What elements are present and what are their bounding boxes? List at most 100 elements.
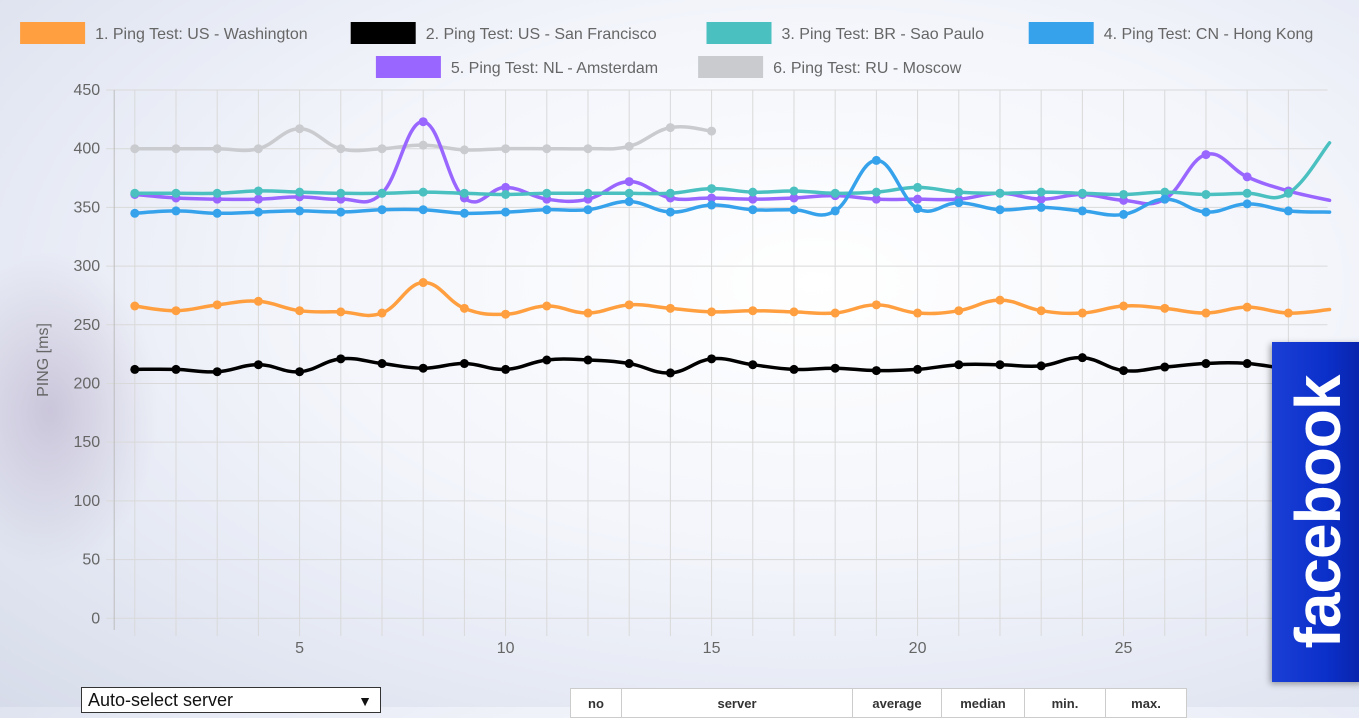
data-point[interactable] [995, 295, 1005, 305]
data-point[interactable] [130, 301, 140, 311]
data-point[interactable] [501, 189, 511, 199]
data-point[interactable] [501, 309, 511, 319]
data-point[interactable] [1036, 194, 1046, 204]
data-point[interactable] [995, 360, 1005, 370]
data-point[interactable] [748, 306, 758, 316]
legend-item-5[interactable]: 5. Ping Test: NL - Amsterdam [375, 56, 658, 78]
data-point[interactable] [871, 366, 881, 376]
data-point[interactable] [954, 360, 964, 370]
data-point[interactable] [1283, 188, 1293, 198]
legend-item-6[interactable]: 6. Ping Test: RU - Moscow [698, 56, 962, 78]
data-point[interactable] [665, 368, 675, 378]
data-point[interactable] [1077, 206, 1087, 216]
legend-item-1[interactable]: 1. Ping Test: US - Washington [20, 22, 308, 44]
data-point[interactable] [212, 144, 222, 154]
data-point[interactable] [459, 145, 469, 155]
data-point[interactable] [748, 360, 758, 370]
data-point[interactable] [624, 359, 634, 369]
data-point[interactable] [1119, 366, 1129, 376]
data-point[interactable] [130, 144, 140, 154]
data-point[interactable] [665, 188, 675, 198]
data-point[interactable] [1077, 353, 1087, 363]
data-point[interactable] [665, 123, 675, 133]
data-point[interactable] [418, 187, 428, 197]
data-point[interactable] [624, 197, 634, 207]
data-point[interactable] [1160, 362, 1170, 372]
legend-item-2[interactable]: 2. Ping Test: US - San Francisco [350, 22, 657, 44]
column-header-min[interactable]: min. [1024, 688, 1106, 718]
data-point[interactable] [583, 144, 593, 154]
data-point[interactable] [583, 188, 593, 198]
data-point[interactable] [871, 194, 881, 204]
data-point[interactable] [459, 188, 469, 198]
data-point[interactable] [665, 303, 675, 313]
data-point[interactable] [748, 194, 758, 204]
data-point[interactable] [377, 205, 387, 215]
data-point[interactable] [624, 188, 634, 198]
data-point[interactable] [789, 205, 799, 215]
data-point[interactable] [954, 198, 964, 208]
data-point[interactable] [1242, 172, 1252, 182]
data-point[interactable] [954, 187, 964, 197]
data-point[interactable] [336, 354, 346, 364]
data-point[interactable] [1201, 150, 1211, 160]
data-point[interactable] [1201, 207, 1211, 217]
data-point[interactable] [583, 355, 593, 365]
data-point[interactable] [501, 207, 511, 217]
legend-item-3[interactable]: 3. Ping Test: BR - Sao Paulo [706, 22, 985, 44]
data-point[interactable] [459, 208, 469, 218]
data-point[interactable] [871, 155, 881, 165]
data-point[interactable] [377, 188, 387, 198]
data-point[interactable] [1119, 209, 1129, 219]
data-point[interactable] [501, 182, 511, 192]
data-point[interactable] [1283, 206, 1293, 216]
data-point[interactable] [212, 367, 222, 377]
data-point[interactable] [1036, 187, 1046, 197]
column-header-max[interactable]: max. [1105, 688, 1187, 718]
data-point[interactable] [1119, 189, 1129, 199]
data-point[interactable] [418, 140, 428, 150]
data-point[interactable] [171, 364, 181, 374]
data-point[interactable] [830, 206, 840, 216]
data-point[interactable] [130, 188, 140, 198]
data-point[interactable] [707, 307, 717, 317]
data-point[interactable] [789, 193, 799, 203]
data-point[interactable] [377, 308, 387, 318]
data-point[interactable] [830, 188, 840, 198]
data-point[interactable] [171, 144, 181, 154]
column-header-median[interactable]: median [941, 688, 1025, 718]
data-point[interactable] [830, 363, 840, 373]
column-header-no[interactable]: no [570, 688, 622, 718]
data-point[interactable] [1201, 359, 1211, 369]
data-point[interactable] [1160, 303, 1170, 313]
data-point[interactable] [253, 194, 263, 204]
data-point[interactable] [295, 124, 305, 134]
data-point[interactable] [1201, 189, 1211, 199]
data-point[interactable] [1242, 359, 1252, 369]
data-point[interactable] [253, 207, 263, 217]
data-point[interactable] [665, 207, 675, 217]
data-point[interactable] [913, 204, 923, 214]
data-point[interactable] [624, 300, 634, 310]
data-point[interactable] [954, 306, 964, 316]
data-point[interactable] [707, 200, 717, 210]
data-point[interactable] [871, 300, 881, 310]
data-point[interactable] [295, 206, 305, 216]
data-point[interactable] [501, 144, 511, 154]
data-point[interactable] [624, 141, 634, 151]
data-point[interactable] [1283, 308, 1293, 318]
legend-item-4[interactable]: 4. Ping Test: CN - Hong Kong [1028, 22, 1314, 44]
data-point[interactable] [1160, 194, 1170, 204]
data-point[interactable] [212, 208, 222, 218]
data-point[interactable] [995, 188, 1005, 198]
column-header-average[interactable]: average [852, 688, 942, 718]
data-point[interactable] [748, 187, 758, 197]
data-point[interactable] [1036, 306, 1046, 316]
column-header-server[interactable]: server [621, 688, 853, 718]
data-point[interactable] [253, 186, 263, 196]
data-point[interactable] [707, 184, 717, 194]
server-select[interactable]: Auto-select server ▼ [81, 687, 381, 713]
data-point[interactable] [336, 144, 346, 154]
data-point[interactable] [995, 205, 1005, 215]
data-point[interactable] [253, 144, 263, 154]
